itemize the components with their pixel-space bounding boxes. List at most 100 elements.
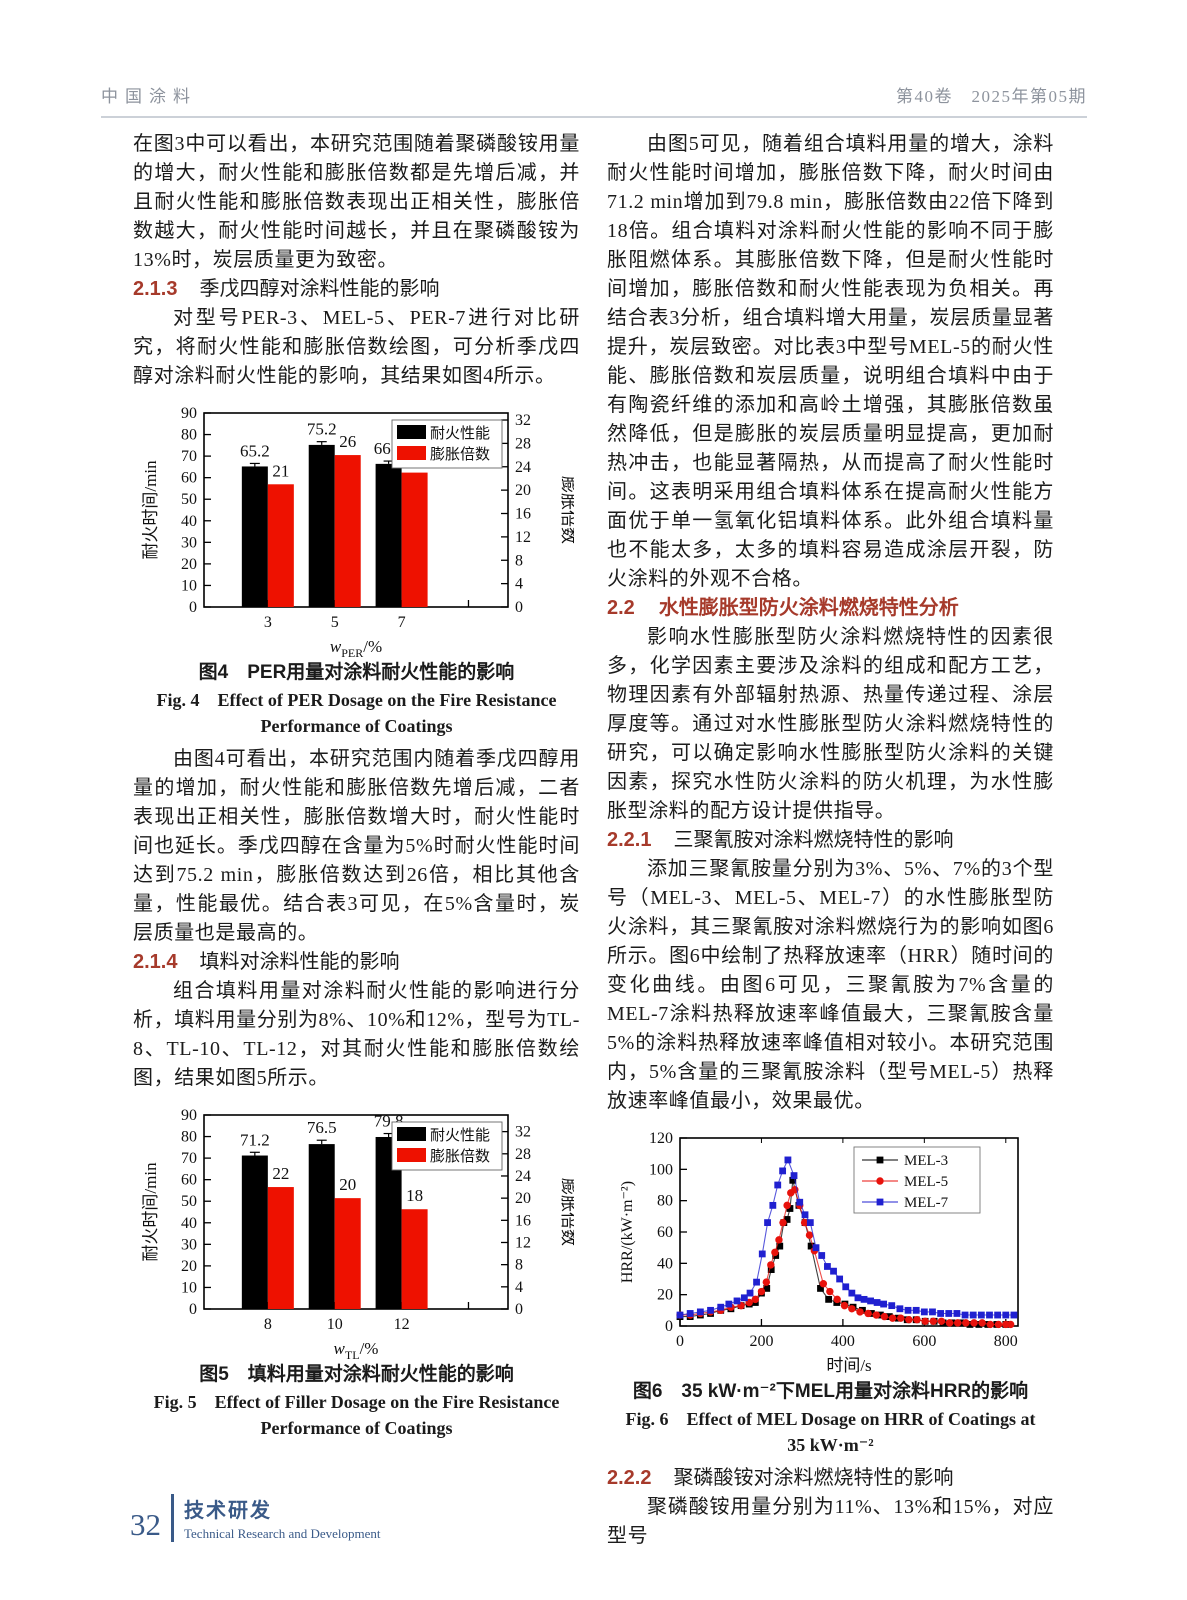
figure-6-caption: 图6 35 kW·m⁻²下MEL用量对涂料HRR的影响 Fig. 6 Effec… (607, 1378, 1054, 1458)
two-column-body: 在图3中可以看出，本研究范围随着聚磷酸铵用量的增大，耐火性能和膨胀倍数都是先增后… (133, 130, 1054, 1551)
svg-text:800: 800 (993, 1333, 1017, 1350)
section-heading-2-1-3: 2.1.3 季戊四醇对涂料性能的影响 (133, 275, 580, 304)
svg-text:MEL-5: MEL-5 (904, 1174, 948, 1190)
svg-text:28: 28 (515, 435, 531, 452)
fig4-bar-chart: 0 10 20 30 40 50 60 70 80 90 0 4 8 12 16 20 24 28 32 3 5 7 65.… (141, 405, 574, 659)
section-title: 季戊四醇对涂料性能的影响 (199, 278, 440, 300)
figure-4-caption: 图4 PER用量对涂料耐火性能的影响 Fig. 4 Effect of PER … (133, 659, 580, 739)
fig6-line-chart: 0 20 40 60 80 100 120 0 200 400 600 800 MEL-3 MEL-5 ME… (619, 1130, 1019, 1375)
svg-text:0: 0 (189, 599, 197, 616)
svg-text:20: 20 (181, 556, 197, 573)
figure-caption-en: Performance of Coatings (260, 716, 453, 736)
svg-text:20: 20 (515, 482, 531, 499)
svg-text:耐火时间/min: 耐火时间/min (141, 460, 160, 560)
svg-text:膨胀倍数: 膨胀倍数 (430, 446, 490, 463)
svg-text:60: 60 (657, 1224, 673, 1241)
issue-info: 第40卷 2025年第05期 (896, 87, 1087, 106)
paragraph: 添加三聚氰胺量分别为3%、5%、7%的3个型号（MEL-3、MEL-5、MEL-… (607, 858, 1054, 1112)
svg-text:200: 200 (749, 1333, 773, 1350)
svg-text:40: 40 (181, 513, 197, 530)
svg-text:30: 30 (181, 534, 197, 551)
right-column: 由图5可见，随着组合填料用量的增大，涂料耐火性能时间增加，膨胀倍数下降，耐火时间… (607, 130, 1054, 1551)
page-footer: 32 技术研发 Technical Research and Developme… (130, 1494, 381, 1542)
svg-text:90: 90 (181, 1107, 197, 1124)
svg-text:50: 50 (181, 491, 197, 508)
svg-text:20: 20 (657, 1287, 673, 1304)
section-number: 2.1.4 (133, 951, 178, 973)
section-title: 填料对涂料性能的影响 (199, 951, 400, 973)
svg-text:18: 18 (406, 1186, 423, 1205)
svg-text:71.2: 71.2 (239, 1130, 269, 1149)
svg-text:8: 8 (515, 552, 523, 569)
svg-text:0: 0 (676, 1333, 684, 1350)
section-title: 水性膨胀型防火涂料燃烧特性分析 (658, 597, 959, 619)
svg-text:8: 8 (515, 1257, 523, 1274)
svg-text:20: 20 (515, 1190, 531, 1207)
svg-text:wTL/%: wTL/% (333, 1339, 378, 1361)
svg-text:5: 5 (330, 614, 338, 631)
svg-text:20: 20 (339, 1175, 356, 1194)
figure-5: 0 10 20 30 40 50 60 70 80 90 0 4 8 12 16 20 24 28 32 8 10 12 7… (133, 1103, 580, 1441)
footer-section: 技术研发 Technical Research and Development (184, 1494, 381, 1542)
svg-text:12: 12 (515, 529, 531, 546)
page-header: 中国涂料 第40卷 2025年第05期 (101, 82, 1087, 118)
paragraph: 在图3中可以看出，本研究范围随着聚磷酸铵用量的增大，耐火性能和膨胀倍数都是先增后… (133, 133, 580, 271)
svg-text:12: 12 (515, 1234, 531, 1251)
svg-text:80: 80 (657, 1193, 673, 1210)
svg-text:600: 600 (912, 1333, 936, 1350)
svg-text:70: 70 (181, 1150, 197, 1167)
svg-text:21: 21 (272, 461, 289, 480)
svg-text:40: 40 (657, 1255, 673, 1272)
svg-text:60: 60 (181, 1172, 197, 1189)
svg-text:20: 20 (181, 1258, 197, 1275)
svg-text:26: 26 (339, 432, 356, 451)
svg-text:10: 10 (326, 1316, 342, 1333)
svg-text:MEL-3: MEL-3 (904, 1153, 948, 1169)
svg-text:0: 0 (515, 599, 523, 616)
figure-caption-en: Performance of Coatings (260, 1418, 453, 1438)
svg-text:80: 80 (181, 1129, 197, 1146)
svg-text:3: 3 (263, 614, 271, 631)
figure-4: 0 10 20 30 40 50 60 70 80 90 0 4 8 12 16 20 24 28 32 3 5 7 65.… (133, 401, 580, 739)
svg-text:12: 12 (393, 1316, 409, 1333)
section-heading-2-2-1: 2.2.1 三聚氰胺对涂料燃烧特性的影响 (607, 826, 1054, 855)
figure-6: 0 20 40 60 80 100 120 0 200 400 600 800 MEL-3 MEL-5 ME… (607, 1126, 1054, 1458)
svg-text:70: 70 (181, 448, 197, 465)
svg-text:16: 16 (515, 506, 531, 523)
svg-text:76.5: 76.5 (306, 1118, 336, 1137)
svg-text:0: 0 (515, 1301, 523, 1318)
svg-text:90: 90 (181, 405, 197, 422)
left-column: 在图3中可以看出，本研究范围随着聚磷酸铵用量的增大，耐火性能和膨胀倍数都是先增后… (133, 130, 580, 1551)
svg-text:7: 7 (397, 614, 405, 631)
figure-caption-zh: 图6 35 kW·m⁻²下MEL用量对涂料HRR的影响 (632, 1381, 1029, 1402)
paragraph: 对型号PER-3、MEL-5、PER-7进行对比研究，将耐火性能和膨胀倍数绘图，… (133, 307, 580, 387)
paragraph: 由图4可看出，本研究范围内随着季戊四醇用量的增加，耐火性能和膨胀倍数先增后减，二… (133, 748, 580, 944)
figure-5-caption: 图5 填料用量对涂料耐火性能的影响 Fig. 5 Effect of Fille… (133, 1361, 580, 1441)
svg-text:120: 120 (649, 1130, 673, 1147)
fig5-bar-chart: 0 10 20 30 40 50 60 70 80 90 0 4 8 12 16 20 24 28 32 8 10 12 7… (141, 1107, 574, 1361)
section-heading-2-2: 2.2 水性膨胀型防火涂料燃烧特性分析 (607, 594, 1054, 623)
svg-text:100: 100 (649, 1161, 673, 1178)
svg-text:0: 0 (665, 1318, 673, 1335)
svg-text:16: 16 (515, 1212, 531, 1229)
section-number: 2.2.1 (607, 829, 652, 851)
svg-text:65.2: 65.2 (239, 441, 269, 460)
figure-caption-en: Fig. 6 Effect of MEL Dosage on HRR of Co… (625, 1409, 1036, 1429)
svg-text:60: 60 (181, 470, 197, 487)
svg-text:耐火性能: 耐火性能 (430, 425, 490, 442)
figure-caption-zh: 图4 PER用量对涂料耐火性能的影响 (198, 662, 515, 683)
section-heading-2-2-2: 2.2.2 聚磷酸铵对涂料燃烧特性的影响 (607, 1464, 1054, 1493)
footer-section-en: Technical Research and Development (184, 1526, 381, 1541)
svg-text:400: 400 (830, 1333, 854, 1350)
svg-text:32: 32 (515, 1124, 531, 1141)
paragraph: 由图5可见，随着组合填料用量的增大，涂料耐火性能时间增加，膨胀倍数下降，耐火时间… (607, 133, 1054, 590)
svg-text:40: 40 (181, 1215, 197, 1232)
figure-caption-en: Fig. 5 Effect of Filler Dosage on the Fi… (153, 1392, 560, 1412)
svg-text:MEL-7: MEL-7 (904, 1195, 949, 1211)
svg-text:wPER/%: wPER/% (329, 637, 381, 659)
svg-text:4: 4 (515, 1279, 523, 1296)
svg-text:24: 24 (515, 459, 531, 476)
svg-text:膨胀倍数: 膨胀倍数 (559, 1178, 574, 1246)
svg-text:时间/s: 时间/s (826, 1356, 871, 1375)
